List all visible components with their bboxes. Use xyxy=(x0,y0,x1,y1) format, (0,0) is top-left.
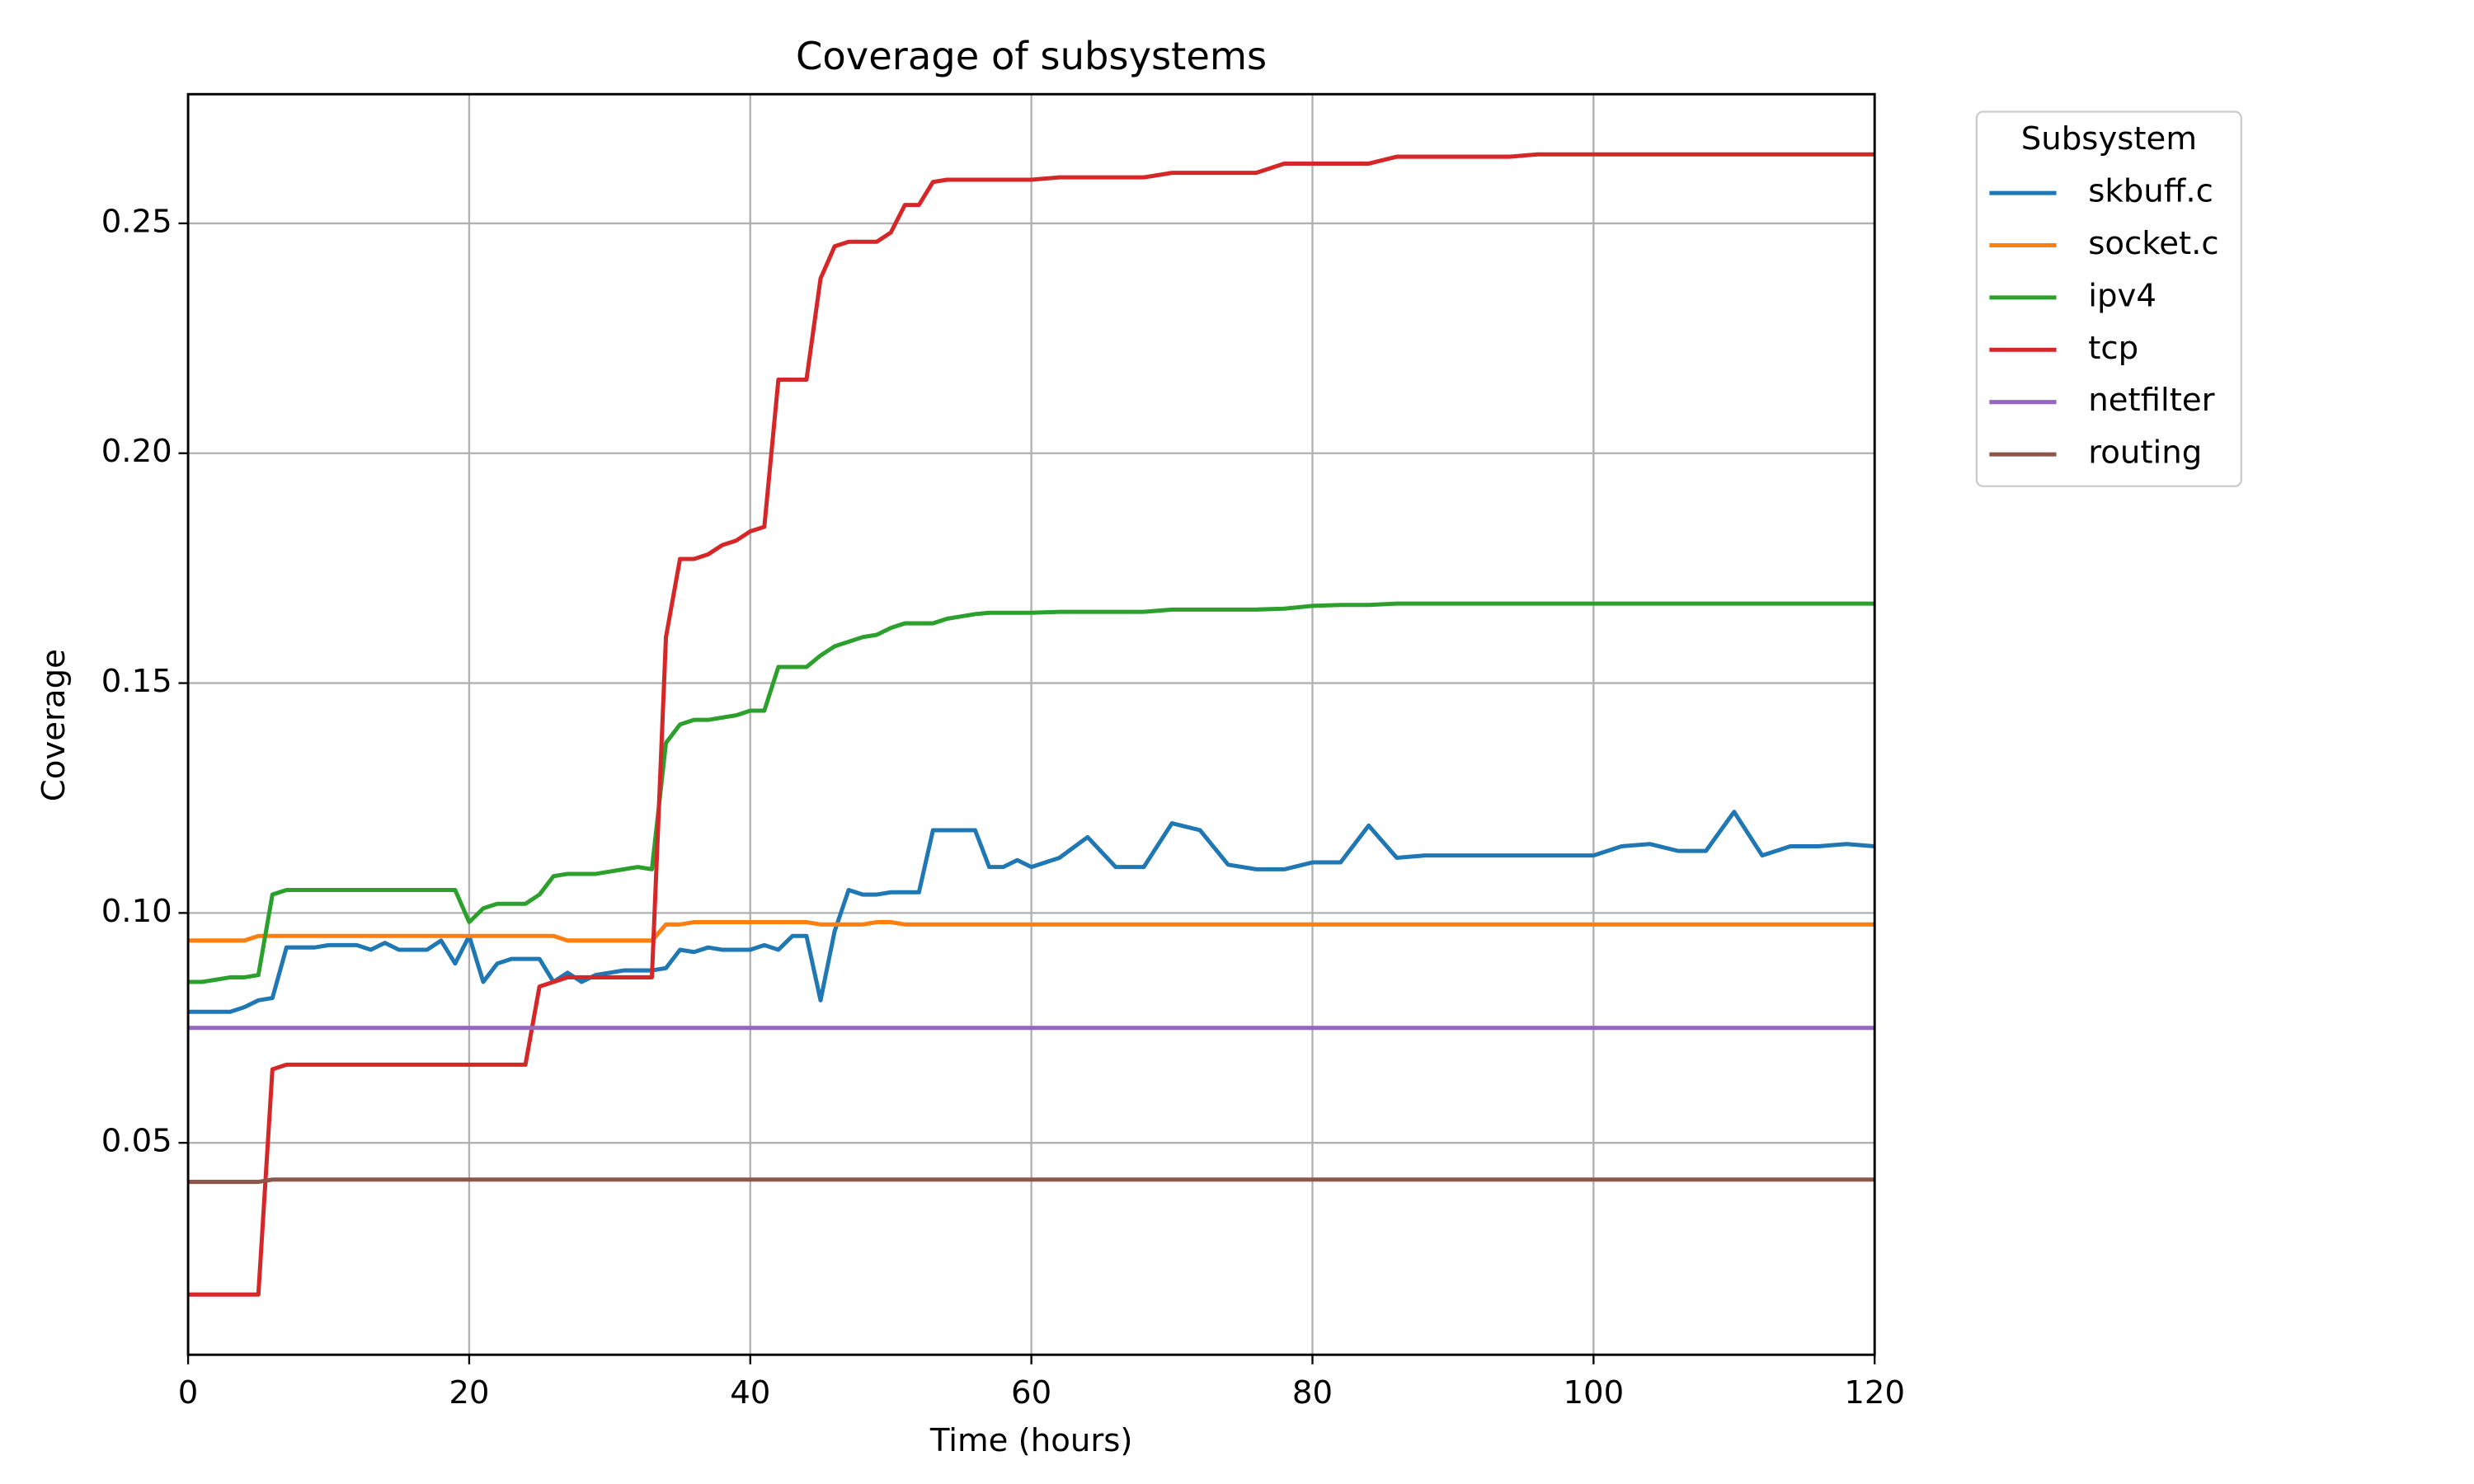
x-tick-label: 0 xyxy=(178,1374,199,1411)
x-tick-label: 20 xyxy=(449,1374,489,1411)
y-tick-label: 0.20 xyxy=(101,433,172,470)
series-line xyxy=(188,919,1875,943)
x-tick-label: 120 xyxy=(1844,1374,1905,1411)
legend-label: tcp xyxy=(2088,330,2138,367)
x-tick-label: 80 xyxy=(1292,1374,1333,1411)
series-line xyxy=(188,1177,1875,1185)
series-line xyxy=(188,601,1875,984)
legend-label: socket.c xyxy=(2088,225,2218,262)
legend-label: netfilter xyxy=(2088,382,2214,419)
chart-title: Coverage of subsystems xyxy=(796,34,1267,78)
legend-title: Subsystem xyxy=(2021,120,2197,157)
legend-box xyxy=(1975,110,2242,487)
plot-frame xyxy=(186,92,1876,1356)
y-tick-label: 0.25 xyxy=(101,203,172,240)
y-tick-label: 0.15 xyxy=(101,663,172,700)
series-line xyxy=(188,152,1875,1297)
x-tick-label: 40 xyxy=(730,1374,770,1411)
x-tick-label: 60 xyxy=(1011,1374,1051,1411)
y-tick-label: 0.05 xyxy=(101,1123,172,1160)
legend-label: skbuff.c xyxy=(2088,173,2213,210)
y-tick-label: 0.10 xyxy=(101,893,172,930)
x-tick-label: 100 xyxy=(1563,1374,1624,1411)
legend-label: ipv4 xyxy=(2088,277,2157,314)
series-line xyxy=(188,810,1875,1014)
legend-label: routing xyxy=(2088,434,2202,472)
x-axis-label: Time (hours) xyxy=(929,1422,1133,1459)
y-axis-label: Coverage xyxy=(35,649,73,801)
